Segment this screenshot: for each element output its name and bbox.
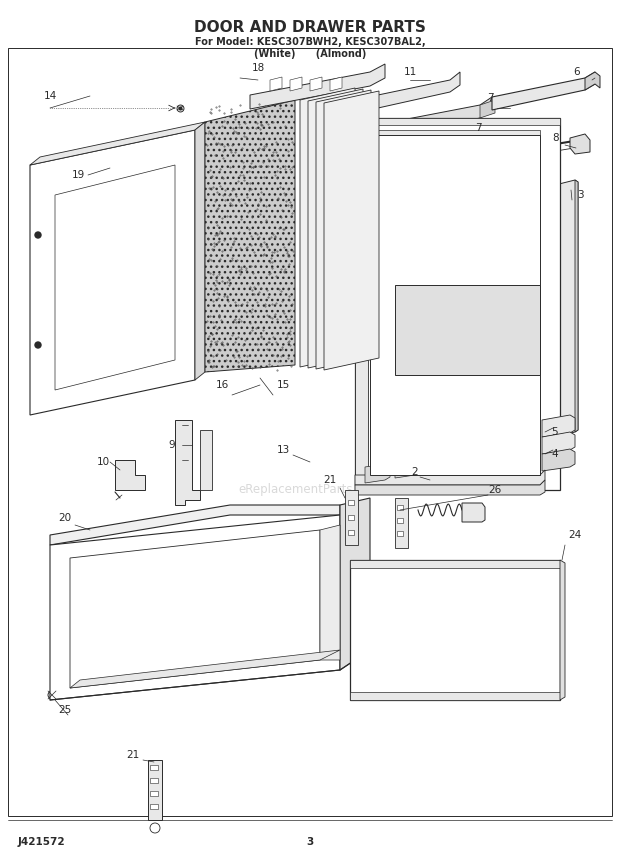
Polygon shape <box>340 128 480 173</box>
Polygon shape <box>355 135 368 490</box>
Text: (White)      (Almond): (White) (Almond) <box>254 49 366 59</box>
Polygon shape <box>200 430 212 490</box>
Polygon shape <box>324 91 379 370</box>
Polygon shape <box>355 470 545 485</box>
Bar <box>395 285 540 375</box>
Text: 21: 21 <box>324 475 337 485</box>
Polygon shape <box>250 64 385 109</box>
Polygon shape <box>480 100 495 118</box>
Text: 13: 13 <box>277 445 290 455</box>
Polygon shape <box>148 760 162 820</box>
Polygon shape <box>542 432 575 454</box>
Text: 8: 8 <box>552 133 559 143</box>
Bar <box>8 48 612 816</box>
Polygon shape <box>365 464 390 483</box>
Text: 24: 24 <box>569 530 582 540</box>
Polygon shape <box>270 77 282 91</box>
Polygon shape <box>290 77 302 91</box>
Polygon shape <box>350 560 560 568</box>
Polygon shape <box>355 480 545 495</box>
Text: 14: 14 <box>43 91 56 101</box>
Bar <box>348 500 354 505</box>
Polygon shape <box>195 122 205 380</box>
Bar <box>150 765 158 770</box>
Polygon shape <box>585 72 600 90</box>
Text: For Model: KESC307BWH2, KESC307BAL2,: For Model: KESC307BWH2, KESC307BAL2, <box>195 37 425 47</box>
Polygon shape <box>462 503 485 522</box>
Circle shape <box>35 342 41 348</box>
Circle shape <box>35 232 41 238</box>
Text: 10: 10 <box>97 457 110 467</box>
Bar <box>150 791 158 796</box>
Polygon shape <box>205 100 295 372</box>
Text: 21: 21 <box>126 750 140 760</box>
Polygon shape <box>350 97 492 143</box>
Text: 7: 7 <box>487 93 494 103</box>
Text: 3: 3 <box>306 837 314 847</box>
Text: 15: 15 <box>277 380 290 390</box>
Bar <box>397 531 403 536</box>
Polygon shape <box>320 525 340 660</box>
Bar <box>348 530 354 535</box>
Polygon shape <box>50 515 340 700</box>
Text: 25: 25 <box>58 705 72 715</box>
Polygon shape <box>345 490 358 545</box>
Text: 4: 4 <box>552 449 559 459</box>
Text: J421572: J421572 <box>18 837 66 847</box>
Polygon shape <box>300 88 355 367</box>
Polygon shape <box>363 130 540 135</box>
Polygon shape <box>30 122 205 165</box>
Text: 19: 19 <box>71 170 84 180</box>
Text: 3: 3 <box>577 190 583 200</box>
Polygon shape <box>330 77 342 91</box>
Bar <box>150 804 158 809</box>
Text: 12: 12 <box>448 290 462 300</box>
Text: 7: 7 <box>475 123 481 133</box>
Polygon shape <box>370 165 395 190</box>
Text: eReplacementParts.com: eReplacementParts.com <box>238 484 382 497</box>
Polygon shape <box>542 449 575 471</box>
Text: 26: 26 <box>489 485 502 495</box>
Polygon shape <box>395 498 408 548</box>
Polygon shape <box>115 460 145 490</box>
Text: 5: 5 <box>552 427 559 437</box>
Polygon shape <box>350 560 560 700</box>
Text: DOOR AND DRAWER PARTS: DOOR AND DRAWER PARTS <box>194 21 426 35</box>
Text: 9: 9 <box>169 440 175 450</box>
Polygon shape <box>340 498 370 670</box>
Polygon shape <box>555 180 578 437</box>
Polygon shape <box>542 415 575 437</box>
Polygon shape <box>575 180 578 432</box>
Polygon shape <box>355 118 560 125</box>
Text: 11: 11 <box>404 67 417 77</box>
Polygon shape <box>175 420 200 505</box>
Polygon shape <box>370 135 540 475</box>
Bar <box>150 778 158 783</box>
Text: 20: 20 <box>58 513 71 523</box>
Polygon shape <box>340 124 355 138</box>
Polygon shape <box>378 72 460 108</box>
Polygon shape <box>316 90 371 369</box>
Circle shape <box>50 693 53 697</box>
Text: 16: 16 <box>215 380 229 390</box>
Polygon shape <box>570 134 590 154</box>
Text: 6: 6 <box>574 67 580 77</box>
Text: 18: 18 <box>251 63 265 73</box>
Polygon shape <box>55 165 175 390</box>
Polygon shape <box>70 650 340 688</box>
Text: 2: 2 <box>412 467 418 477</box>
Bar <box>348 515 354 520</box>
Polygon shape <box>350 692 560 700</box>
Polygon shape <box>492 72 595 110</box>
Polygon shape <box>355 118 560 490</box>
Polygon shape <box>310 77 322 91</box>
Bar <box>397 505 403 510</box>
Polygon shape <box>395 459 420 478</box>
Bar <box>397 518 403 523</box>
Polygon shape <box>70 530 320 688</box>
Polygon shape <box>560 560 565 700</box>
Polygon shape <box>308 89 363 368</box>
Polygon shape <box>50 505 340 545</box>
